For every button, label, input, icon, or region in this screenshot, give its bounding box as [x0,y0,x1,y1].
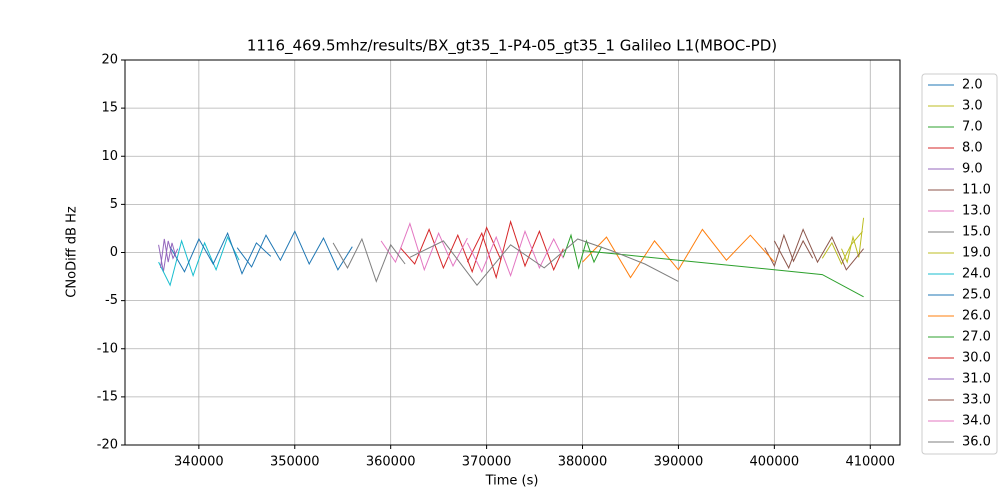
legend-label: 31.0 [962,372,991,387]
legend-label: 7.0 [962,120,983,135]
legend-label: 19.0 [962,246,991,261]
series-line [841,217,865,264]
y-tick-label: 5 [110,197,118,212]
legend-label: 34.0 [962,414,991,429]
series-line [380,222,468,272]
chart-title: 1116_469.5mhz/results/BX_gt35_1-P4-05_gt… [247,37,777,56]
x-tick-label: 350000 [270,455,320,470]
x-tick-label: 370000 [462,455,512,470]
legend-label: 30.0 [962,351,991,366]
series-line [821,230,863,266]
y-tick-label: -15 [97,389,118,404]
x-tick-label: 340000 [174,455,224,470]
series-line [236,230,353,271]
y-tick-label: 0 [110,245,118,260]
y-tick-label: 20 [101,53,118,68]
x-tick-label: 360000 [366,455,416,470]
series-line [582,228,775,279]
y-tick-label: -5 [105,293,118,308]
series-line [764,233,814,268]
series-line [466,229,564,278]
legend-label: 2.0 [962,78,983,93]
y-tick-label: -20 [97,438,118,453]
y-tick-label: 10 [101,149,118,164]
legend-label: 3.0 [962,99,983,114]
legend-label: 26.0 [962,309,991,324]
series-line [562,233,603,270]
plot-frame [124,59,901,446]
plot-lines [158,217,865,298]
legend-label: 25.0 [962,288,991,303]
legend-label: 15.0 [962,225,991,240]
y-axis-label: CNoDiff dB Hz [65,206,80,298]
y-tick-label: 15 [101,101,118,116]
series-line [409,238,679,287]
series-line [160,238,177,268]
legend-label: 36.0 [962,435,991,450]
series-line [399,226,502,274]
legend-label: 8.0 [962,141,983,156]
series-line [582,250,864,298]
legend-label: 11.0 [962,183,991,198]
legend-label: 27.0 [962,330,991,345]
legend-label: 24.0 [962,267,991,282]
series-line [158,235,240,287]
series-line [332,237,406,283]
legend-label: 13.0 [962,204,991,219]
series-line [169,231,272,276]
x-tick-label: 410000 [845,455,895,470]
series-line [466,219,564,280]
y-tick-label: -10 [97,341,118,356]
x-tick-label: 400000 [750,455,800,470]
x-axis-label: Time (s) [485,474,539,489]
legend-label: 9.0 [962,162,983,177]
series-line [773,228,864,271]
x-tick-label: 390000 [654,455,704,470]
legend-label: 33.0 [962,393,991,408]
x-tick-label: 380000 [558,455,608,470]
